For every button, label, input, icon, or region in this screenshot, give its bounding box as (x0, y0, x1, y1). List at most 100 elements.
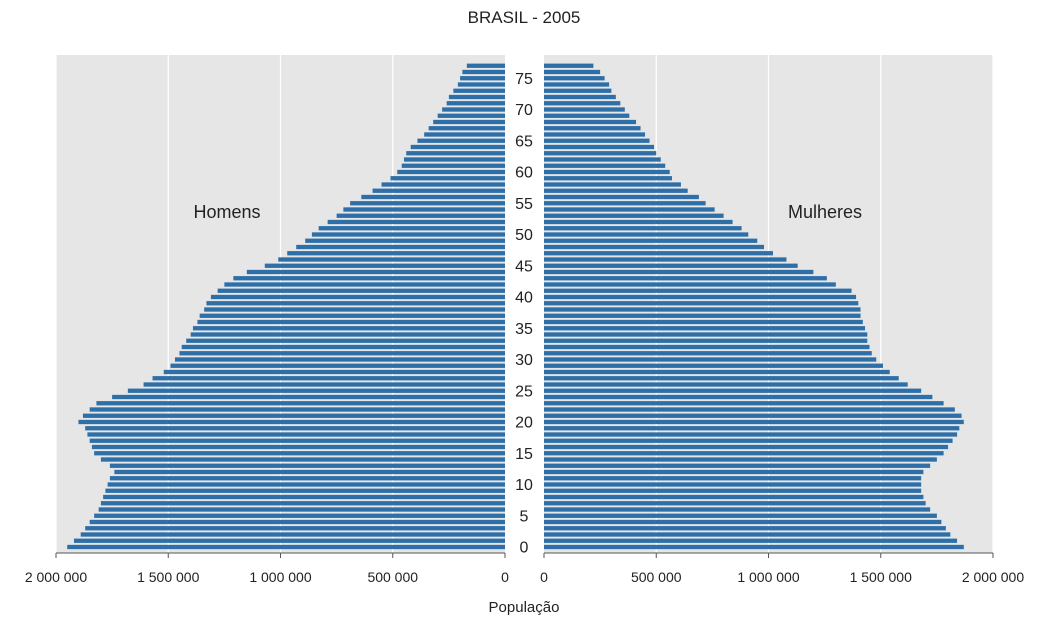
bar-homens-age-22 (89, 407, 506, 412)
bar-homens-age-61 (401, 163, 505, 168)
bar-homens-age-70 (442, 107, 505, 112)
bar-homens-age-45 (264, 263, 505, 268)
bar-homens-age-50 (311, 232, 505, 237)
bar-homens-age-20 (78, 419, 505, 425)
age-tick-label-65: 65 (515, 133, 533, 150)
age-tick-label-55: 55 (515, 196, 533, 213)
bar-homens-age-29 (170, 363, 505, 368)
bar-homens-age-63 (406, 151, 505, 156)
bar-mulheres-age-3 (544, 526, 946, 531)
bar-homens-age-74 (457, 82, 505, 87)
bar-homens-age-53 (336, 213, 505, 218)
bar-mulheres-age-59 (544, 176, 672, 181)
bar-mulheres-age-33 (544, 338, 868, 343)
bar-mulheres-age-9 (544, 488, 922, 493)
series-label-homens: Homens (193, 202, 260, 222)
bar-homens-age-7 (100, 501, 506, 506)
bar-mulheres-age-64 (544, 144, 655, 150)
bar-homens-age-44 (246, 269, 505, 275)
age-tick-label-35: 35 (515, 321, 533, 338)
bar-homens-age-49 (305, 238, 505, 243)
bar-mulheres-age-65 (544, 138, 650, 143)
bar-homens-age-72 (448, 94, 505, 100)
bar-mulheres-age-62 (544, 157, 661, 162)
bar-homens-age-35 (192, 326, 505, 331)
bar-homens-age-15 (94, 451, 505, 456)
bar-mulheres-age-47 (544, 251, 773, 256)
bar-homens-age-54 (343, 207, 505, 212)
age-tick-label-10: 10 (515, 477, 533, 494)
bar-mulheres-age-26 (544, 382, 908, 387)
bar-homens-age-0 (67, 544, 505, 550)
bar-mulheres-age-43 (544, 276, 827, 281)
bar-mulheres-age-15 (544, 451, 944, 456)
bar-homens-age-41 (217, 288, 505, 293)
bar-homens-age-30 (174, 357, 506, 362)
bar-mulheres-age-13 (544, 463, 931, 468)
bar-homens-age-16 (91, 444, 506, 450)
bar-homens-age-13 (109, 463, 505, 468)
bar-homens-age-67 (428, 126, 505, 131)
bar-mulheres-age-25 (544, 388, 922, 393)
series-label-mulheres: Mulheres (788, 202, 862, 222)
x-tick-label-left-3: 1 500 000 (137, 569, 199, 585)
bar-homens-age-8 (103, 494, 506, 500)
x-tick-label-right-1: 500 000 (631, 569, 682, 585)
bar-mulheres-age-0 (544, 544, 964, 550)
age-axis: 0 5 10 15 20 25 30 35 40 45 50 55 60 65 70 75 (515, 71, 533, 557)
bar-homens-age-59 (390, 176, 505, 181)
bar-mulheres-age-21 (544, 413, 962, 418)
bar-mulheres-age-52 (544, 219, 733, 225)
bar-homens-age-1 (73, 538, 506, 543)
bar-mulheres-age-17 (544, 438, 953, 443)
age-tick-label-5: 5 (520, 508, 529, 525)
bar-homens-age-32 (181, 344, 505, 350)
chart-title: BRASIL - 2005 (468, 8, 581, 27)
x-tick-label-right-3: 1 500 000 (850, 569, 912, 585)
bar-homens-age-31 (179, 351, 505, 356)
bar-mulheres-age-29 (544, 363, 883, 368)
bar-homens-age-11 (109, 476, 505, 481)
bar-homens-age-46 (278, 257, 505, 262)
bar-mulheres-age-8 (544, 494, 924, 500)
bar-homens-age-65 (417, 138, 505, 143)
age-tick-label-30: 30 (515, 352, 533, 369)
bar-mulheres-age-38 (544, 307, 861, 312)
bar-mulheres-age-19 (544, 426, 960, 431)
bar-mulheres-age-57 (544, 188, 688, 193)
bar-mulheres-age-6 (544, 507, 931, 512)
bar-mulheres-age-5 (544, 513, 937, 518)
bar-mulheres-age-11 (544, 476, 922, 481)
bar-mulheres-age-60 (544, 169, 670, 175)
bar-mulheres-age-34 (544, 332, 868, 337)
bar-homens-age-27 (152, 376, 505, 381)
bar-homens-age-34 (190, 332, 505, 337)
bar-homens-age-56 (361, 194, 505, 200)
bar-mulheres-age-46 (544, 257, 787, 262)
bar-mulheres-age-27 (544, 376, 899, 381)
bar-mulheres-age-67 (544, 126, 641, 131)
bar-mulheres-age-69 (544, 113, 630, 118)
bar-homens-age-47 (287, 251, 505, 256)
bar-homens-age-10 (107, 482, 505, 487)
bar-mulheres-age-12 (544, 469, 924, 475)
bar-mulheres-age-55 (544, 201, 706, 206)
bar-mulheres-age-14 (544, 457, 937, 462)
bar-mulheres-age-40 (544, 294, 857, 300)
age-tick-label-0: 0 (520, 540, 529, 557)
bar-homens-age-68 (433, 119, 505, 125)
bar-mulheres-age-1 (544, 538, 958, 543)
bar-homens-age-75 (460, 76, 505, 81)
bar-mulheres-age-72 (544, 94, 616, 100)
bar-homens-age-28 (163, 369, 505, 375)
bar-mulheres-age-44 (544, 269, 814, 275)
bar-mulheres-age-23 (544, 401, 944, 406)
bar-homens-age-24 (112, 394, 505, 400)
bar-mulheres-age-37 (544, 313, 861, 318)
age-tick-label-20: 20 (515, 415, 533, 432)
bar-mulheres-age-18 (544, 432, 958, 437)
bar-homens-age-58 (381, 182, 505, 187)
bar-mulheres-age-20 (544, 419, 964, 425)
bar-mulheres-age-51 (544, 226, 742, 231)
